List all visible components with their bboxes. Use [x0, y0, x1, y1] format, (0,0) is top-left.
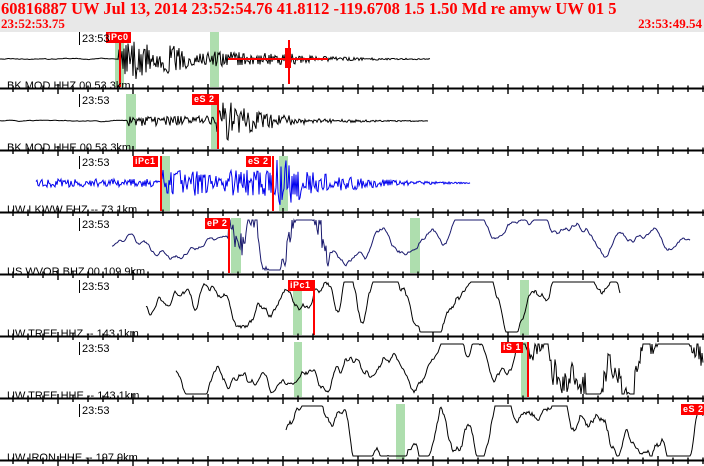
phase-pick-label[interactable]: eP 2: [205, 218, 230, 229]
time-axis: [0, 394, 704, 404]
time-axis-label: 23:53: [79, 218, 110, 231]
time-axis: [0, 332, 704, 342]
phase-highlight-band: [279, 156, 288, 211]
phase-highlight-band: [231, 218, 241, 273]
phase-highlight-band: [294, 342, 302, 397]
phase-pick-line[interactable]: [272, 156, 274, 211]
window-start-time: 23:52:53.75: [1, 16, 65, 31]
phase-pick-label[interactable]: iS 1: [501, 342, 524, 353]
time-axis-label: 23:53: [79, 280, 110, 293]
time-axis: [0, 208, 704, 218]
time-axis-label: 23:53: [79, 156, 110, 169]
time-axis-label: 23:53: [79, 342, 110, 355]
phase-highlight-band: [521, 342, 528, 397]
event-header: 60816887 UW Jul 13, 2014 23:52:54.76 41.…: [0, 0, 704, 34]
time-axis: [0, 84, 704, 94]
phase-pick-label[interactable]: iPc0: [106, 32, 131, 43]
window-end-time: 23:53:49.54: [638, 16, 702, 31]
phase-pick-line[interactable]: [119, 32, 121, 87]
waveform-trace: [111, 218, 691, 272]
time-axis-label: 23:53: [79, 94, 110, 107]
time-axis: [0, 270, 704, 280]
time-axis: [0, 146, 704, 156]
phase-pick-line[interactable]: [313, 280, 315, 335]
trace-panel[interactable]: eS 2 23:53 UW IRON HHE -- 197.9km: [0, 404, 704, 466]
trace-panel[interactable]: iPc1 eS 2 23:53 UW LKWW EHZ -- 73.1km: [0, 156, 704, 218]
phase-pick-line[interactable]: [217, 94, 219, 149]
time-axis-label: 23:53: [79, 404, 110, 417]
amplitude-marker-bar[interactable]: [228, 58, 328, 60]
trace-panel-stack[interactable]: iPc0 23:53 BK MOD HHZ 00 53.3km eS 2 23:53 BK…: [0, 32, 704, 466]
phase-pick-label[interactable]: eS 2: [246, 156, 271, 167]
phase-pick-line[interactable]: [527, 342, 529, 397]
phase-pick-line[interactable]: [228, 218, 230, 273]
waveform-trace: [175, 342, 704, 396]
waveform-trace: [35, 159, 471, 205]
waveform-trace: [285, 405, 704, 457]
phase-pick-label[interactable]: iPc1: [288, 280, 313, 291]
phase-highlight-band: [396, 404, 405, 459]
phase-pick-label[interactable]: iPc1: [133, 156, 158, 167]
trace-panel[interactable]: iPc0 23:53 BK MOD HHZ 00 53.3km: [0, 32, 704, 94]
waveform-trace: [0, 102, 429, 142]
trace-panel[interactable]: eS 2 23:53 BK MOD HHE 00 53.3km: [0, 94, 704, 156]
phase-highlight-band: [410, 218, 420, 273]
phase-pick-label[interactable]: eS 2: [192, 94, 217, 105]
waveform-trace: [145, 281, 621, 333]
amplitude-marker-box[interactable]: [285, 48, 291, 68]
phase-pick-line[interactable]: [160, 156, 162, 211]
time-axis-label: 23:53: [79, 32, 110, 45]
phase-highlight-band: [520, 280, 529, 335]
phase-highlight-band: [210, 32, 219, 87]
event-header-title: 60816887 UW Jul 13, 2014 23:52:54.76 41.…: [1, 0, 617, 18]
waveform-trace: [0, 41, 431, 80]
phase-pick-label[interactable]: eS 2: [681, 404, 704, 415]
trace-panel[interactable]: eP 2 23:53 US WVOR BHZ 00 109.9km: [0, 218, 704, 280]
